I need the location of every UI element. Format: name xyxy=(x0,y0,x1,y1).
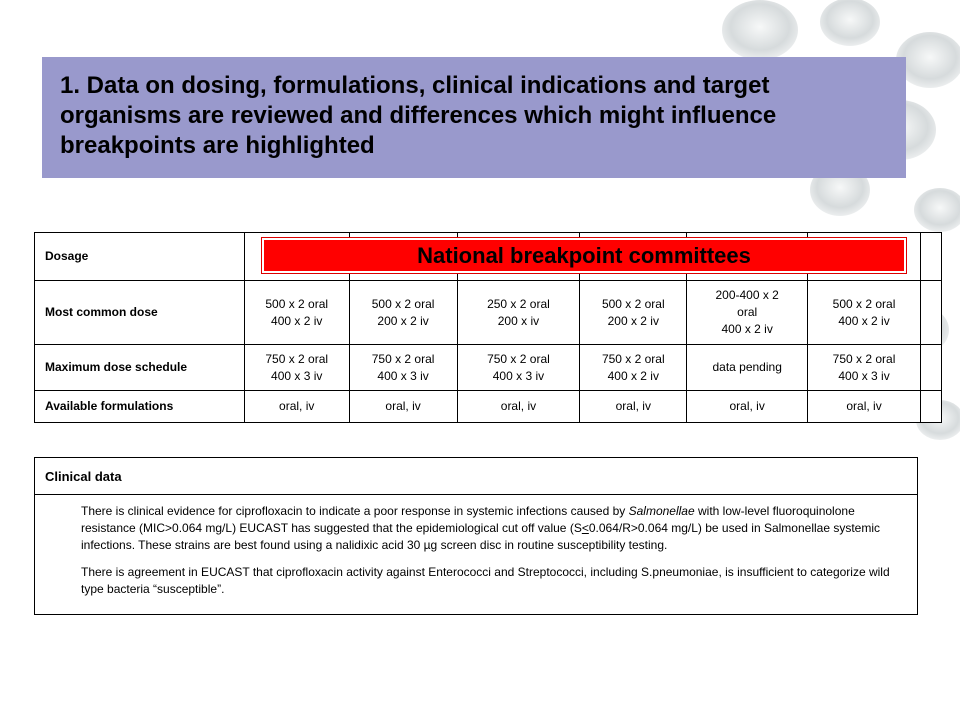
table-row: There is clinical evidence for ciproflox… xyxy=(34,494,918,615)
cell-line: 400 x 3 iv xyxy=(377,368,429,383)
cell-line: 750 x 2 oral xyxy=(265,351,329,366)
national-breakpoint-committees-banner: National breakpoint committees xyxy=(261,237,907,274)
table-cell: oral, iv xyxy=(456,390,581,423)
clinical-data-header: Clinical data xyxy=(34,457,918,495)
table-cell: oral, iv xyxy=(579,390,688,423)
cell-line: 500 x 2 oral xyxy=(371,296,435,311)
text-run-underlined: < xyxy=(581,521,589,535)
cell-line: oral, iv xyxy=(279,399,315,413)
cell-line: 200 x iv xyxy=(497,313,540,328)
table-cell: 750 x 2 oral 400 x 3 iv xyxy=(807,344,921,391)
cell-line: 400 x 2 iv xyxy=(607,368,659,383)
clinical-paragraph-1: There is clinical evidence for ciproflox… xyxy=(81,503,899,554)
table-cell: oral, iv xyxy=(348,390,458,423)
cell-line: 400 x 2 iv xyxy=(838,313,890,328)
row-header: Maximum dose schedule xyxy=(34,344,245,391)
cell-line: 200 x 2 iv xyxy=(377,313,429,328)
dosage-table: Dosage Most common dose 500 x 2 oral 400 … xyxy=(34,232,943,423)
table-cell: 750 x 2 oral 400 x 2 iv xyxy=(579,344,688,391)
cell-line: 400 x 2 iv xyxy=(271,313,323,328)
clinical-data-body: There is clinical evidence for ciproflox… xyxy=(34,494,918,615)
text-run: 0.064/R>0.064 mg/L) be used in Salmonell… xyxy=(81,521,881,552)
cell-line: 400 x 3 iv xyxy=(271,368,323,383)
cell-line: 500 x 2 oral xyxy=(601,296,665,311)
table-cell xyxy=(919,280,943,345)
cell-line: 250 x 2 oral xyxy=(487,296,550,311)
table-cell xyxy=(919,232,943,281)
row-header: Most common dose xyxy=(34,280,245,345)
table-cell xyxy=(919,344,943,391)
cell-line: 500 x 2 oral xyxy=(265,296,329,311)
clinical-data-table: Clinical data There is clinical evidence… xyxy=(34,457,918,615)
row-header: Available formulations xyxy=(34,390,245,423)
cell-line: 500 x 2 oral xyxy=(832,296,896,311)
table-cell: oral, iv xyxy=(243,390,350,423)
table-row: Most common dose 500 x 2 oral 400 x 2 iv … xyxy=(34,280,943,345)
cell-line: 200-400 x 2 xyxy=(715,288,779,302)
slide-title: 1. Data on dosing, formulations, clinica… xyxy=(60,72,777,159)
table-cell: 500 x 2 oral 200 x 2 iv xyxy=(579,280,688,345)
text-run-italic: Salmonellae xyxy=(628,504,695,518)
cell-line: oral, iv xyxy=(500,399,537,413)
table-row: Available formulations oral, iv oral, iv… xyxy=(34,390,943,423)
cell-line: 400 x 2 iv xyxy=(721,322,773,336)
cell-line: oral xyxy=(737,305,758,319)
row-header-dosage: Dosage xyxy=(34,232,245,281)
table-cell: 500 x 2 oral 400 x 2 iv xyxy=(807,280,921,345)
cell-line: 400 x 3 iv xyxy=(838,368,890,383)
table-cell: 750 x 2 oral 400 x 3 iv xyxy=(243,344,350,391)
table-cell: oral, iv xyxy=(807,390,921,423)
cell-line: 750 x 2 oral xyxy=(487,351,550,366)
cell-line: 750 x 2 oral xyxy=(601,351,665,366)
clinical-paragraph-2: There is agreement in EUCAST that ciprof… xyxy=(81,565,890,596)
table-row: Maximum dose schedule 750 x 2 oral 400 x … xyxy=(34,344,943,391)
slide-title-box: 1. Data on dosing, formulations, clinica… xyxy=(42,57,906,178)
table-cell: 200-400 x 2 oral 400 x 2 iv xyxy=(686,280,809,345)
banner-text: National breakpoint committees xyxy=(417,242,751,268)
cell-line: oral, iv xyxy=(729,399,765,413)
cell-line: oral, iv xyxy=(385,399,421,413)
cell-line: 750 x 2 oral xyxy=(832,351,896,366)
text-run: with low-level fluoroquinolone resistanc… xyxy=(81,504,855,535)
table-cell: 750 x 2 oral 400 x 3 iv xyxy=(348,344,458,391)
table-row: Clinical data xyxy=(34,457,918,495)
table-cell xyxy=(919,390,943,423)
cell-line: 400 x 3 iv xyxy=(492,368,545,383)
cell-line: oral, iv xyxy=(615,399,651,413)
table-cell: 750 x 2 oral 400 x 3 iv xyxy=(456,344,581,391)
cell-line: 200 x 2 iv xyxy=(607,313,659,328)
table-cell: 500 x 2 oral 200 x 2 iv xyxy=(348,280,458,345)
cell-line: oral, iv xyxy=(846,399,882,413)
table-cell: 250 x 2 oral 200 x iv xyxy=(456,280,581,345)
text-run: There is clinical evidence for ciproflox… xyxy=(81,504,629,518)
cell-line: data pending xyxy=(712,360,782,374)
cell-line: 750 x 2 oral xyxy=(371,351,435,366)
table-cell: oral, iv xyxy=(686,390,809,423)
table-cell: 500 x 2 oral 400 x 2 iv xyxy=(243,280,350,345)
table-cell: data pending xyxy=(686,344,809,391)
